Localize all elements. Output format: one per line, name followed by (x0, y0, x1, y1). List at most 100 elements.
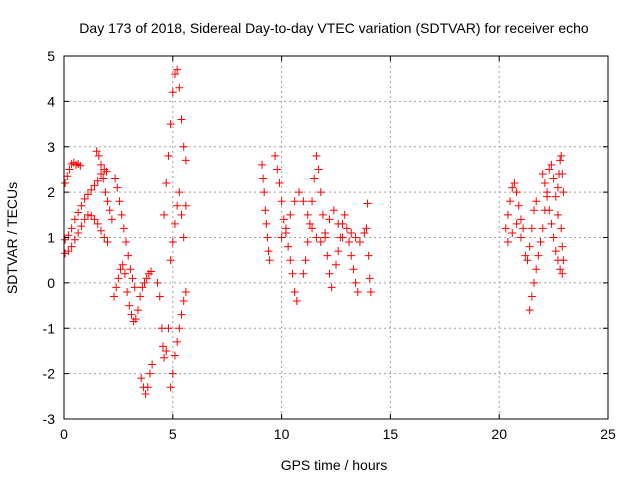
data-point (141, 390, 150, 399)
data-point (273, 165, 282, 174)
data-point (131, 315, 140, 324)
data-point (112, 283, 121, 292)
data-point (534, 251, 543, 260)
data-point (164, 324, 173, 333)
x-tick-label: 10 (274, 426, 290, 442)
data-point (142, 274, 151, 283)
data-point (105, 206, 114, 215)
data-point (147, 267, 156, 276)
data-point (299, 197, 308, 206)
data-point (74, 228, 83, 237)
data-point (74, 159, 83, 168)
data-point (155, 292, 164, 301)
data-point (179, 297, 188, 306)
data-point (70, 215, 79, 224)
data-point (530, 206, 539, 215)
data-point (103, 238, 112, 247)
data-point (264, 247, 273, 256)
data-point (258, 160, 267, 169)
data-point (543, 192, 552, 201)
data-point (168, 369, 177, 378)
x-tick-label: 15 (383, 426, 399, 442)
data-point (127, 310, 136, 319)
data-point (521, 251, 530, 260)
data-point (170, 70, 179, 79)
data-point (514, 201, 523, 210)
data-point (538, 169, 547, 178)
y-tick-label: 3 (47, 139, 55, 155)
data-point (76, 161, 85, 170)
data-point (547, 160, 556, 169)
data-point (179, 142, 188, 151)
data-point (525, 306, 534, 315)
data-point (342, 224, 351, 233)
x-tick-label: 0 (60, 426, 68, 442)
data-point (279, 215, 288, 224)
data-point (556, 156, 565, 165)
data-point (549, 233, 558, 242)
data-point (67, 242, 76, 251)
data-point (559, 188, 568, 197)
x-tick-labels: 0 5 10 15 20 25 (60, 426, 616, 442)
data-point (316, 188, 325, 197)
data-point (261, 206, 270, 215)
data-point (503, 238, 512, 247)
data-point (63, 172, 72, 181)
data-point (123, 287, 132, 296)
data-point (148, 360, 157, 369)
data-point (160, 210, 169, 219)
data-point (312, 233, 321, 242)
data-point (83, 210, 92, 219)
y-tick-label: -2 (43, 366, 56, 382)
data-point (277, 197, 286, 206)
data-point (355, 238, 364, 247)
data-point (363, 199, 372, 208)
data-point (512, 188, 521, 197)
data-point (536, 238, 545, 247)
data-point (122, 238, 131, 247)
y-tick-label: -3 (43, 411, 56, 427)
data-point (175, 324, 184, 333)
y-tick-label: 5 (47, 48, 55, 64)
data-point (318, 210, 327, 219)
data-point (321, 233, 330, 242)
data-point (329, 206, 338, 215)
data-point (345, 238, 354, 247)
data-point (519, 224, 528, 233)
y-tick-label: 2 (47, 184, 55, 200)
data-point (175, 83, 184, 92)
data-point (265, 256, 274, 265)
data-point (124, 251, 133, 260)
data-point (530, 278, 539, 287)
data-point (111, 174, 120, 183)
data-point (107, 215, 116, 224)
data-point (138, 283, 147, 292)
data-point (173, 201, 182, 210)
data-point (101, 188, 110, 197)
data-point (129, 317, 138, 326)
data-point (349, 265, 358, 274)
data-point (312, 151, 321, 160)
data-point (301, 256, 310, 265)
data-point (92, 147, 101, 156)
data-point (290, 287, 299, 296)
data-point (103, 197, 112, 206)
data-point (93, 176, 102, 185)
data-point (540, 179, 549, 188)
data-point (153, 278, 162, 287)
data-point (162, 346, 171, 355)
data-point (557, 151, 566, 160)
data-point (136, 292, 145, 301)
y-tick-label: -1 (43, 320, 56, 336)
data-point (83, 190, 92, 199)
data-point (119, 224, 128, 233)
data-point (166, 383, 175, 392)
data-point (133, 306, 142, 315)
data-point (308, 224, 317, 233)
data-point (159, 342, 168, 351)
x-tick-label: 5 (169, 426, 177, 442)
data-point (96, 226, 105, 235)
data-point (288, 269, 297, 278)
data-point (64, 247, 73, 256)
